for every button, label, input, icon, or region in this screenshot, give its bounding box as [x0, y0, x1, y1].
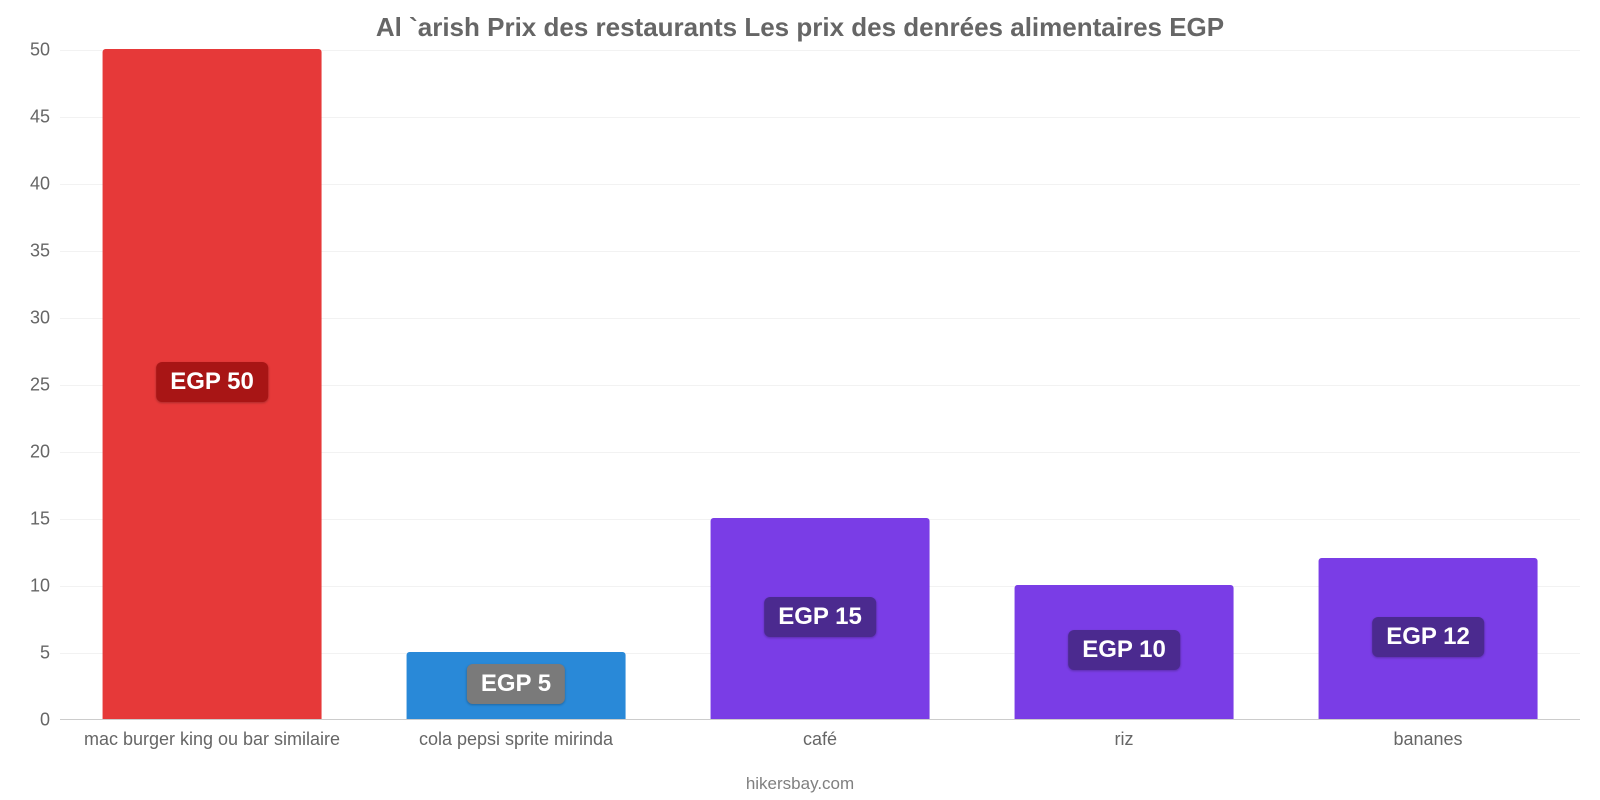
y-tick-label: 45 — [10, 107, 50, 128]
x-tick-label: mac burger king ou bar similaire — [84, 729, 340, 750]
price-bar-chart: Al `arish Prix des restaurants Les prix … — [0, 0, 1600, 800]
y-tick-label: 35 — [10, 241, 50, 262]
x-tick-label: riz — [1115, 729, 1134, 750]
value-badge: EGP 5 — [467, 664, 565, 704]
y-tick-label: 30 — [10, 308, 50, 329]
bar-slot: EGP 10riz — [972, 49, 1276, 719]
bar-slot: EGP 12bananes — [1276, 49, 1580, 719]
y-tick-label: 10 — [10, 576, 50, 597]
x-tick-label: cola pepsi sprite mirinda — [419, 729, 613, 750]
chart-title: Al `arish Prix des restaurants Les prix … — [0, 12, 1600, 43]
value-badge: EGP 12 — [1372, 617, 1484, 657]
bar-slot: EGP 15café — [668, 49, 972, 719]
bar-slot: EGP 50mac burger king ou bar similaire — [60, 49, 364, 719]
value-badge: EGP 50 — [156, 362, 268, 402]
attribution-text: hikersbay.com — [0, 774, 1600, 794]
y-tick-label: 25 — [10, 375, 50, 396]
plot-area: 05101520253035404550EGP 50mac burger kin… — [60, 50, 1580, 720]
x-tick-label: café — [803, 729, 837, 750]
value-badge: EGP 10 — [1068, 630, 1180, 670]
y-tick-label: 0 — [10, 710, 50, 731]
y-tick-label: 20 — [10, 442, 50, 463]
x-tick-label: bananes — [1393, 729, 1462, 750]
y-tick-label: 50 — [10, 40, 50, 61]
y-tick-label: 40 — [10, 174, 50, 195]
y-tick-label: 5 — [10, 643, 50, 664]
bar-slot: EGP 5cola pepsi sprite mirinda — [364, 49, 668, 719]
value-badge: EGP 15 — [764, 597, 876, 637]
y-tick-label: 15 — [10, 509, 50, 530]
